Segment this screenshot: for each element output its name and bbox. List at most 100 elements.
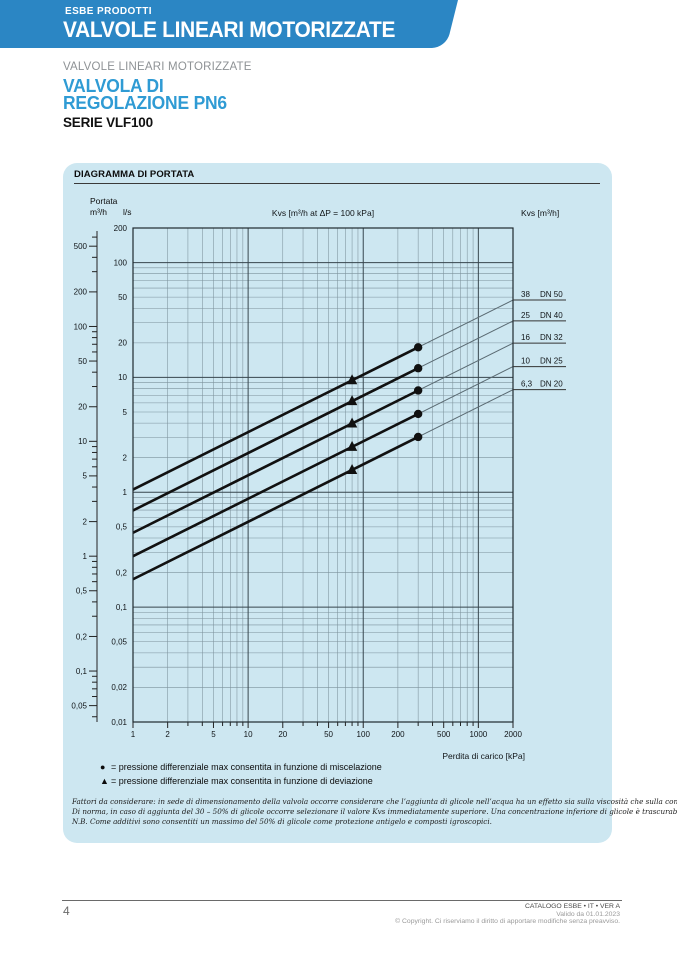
series-line-kvs-10 — [132, 412, 419, 558]
right-labels: 38 DN 50 25 DN 40 16 DN 32 10 DN 25 6,3 DN 20 — [513, 290, 566, 391]
svg-text:50: 50 — [118, 293, 127, 302]
svg-text:1: 1 — [83, 552, 88, 561]
chart-titles: Kvs [m³/h at ΔP = 100 kPa] Kvs [m³/h] Perd… — [272, 208, 559, 761]
x-tick-labels: 1 2 5 10 20 50 100 200 500 1000 2000 — [131, 730, 523, 739]
page-title-line1: VALVOLA DI — [63, 76, 164, 96]
kvs-value-label: 10 — [521, 357, 530, 366]
svg-text:50: 50 — [324, 730, 333, 739]
svg-text:0,1: 0,1 — [116, 603, 128, 612]
dn-size-label: DN 40 — [540, 311, 563, 320]
triangle-marker-kvs-38 — [346, 374, 358, 385]
header-kicker: ESBE PRODOTTI — [65, 6, 152, 17]
svg-text:1: 1 — [123, 488, 128, 497]
dn-size-label: DN 50 — [540, 290, 563, 299]
svg-text:2000: 2000 — [504, 730, 522, 739]
svg-text:5: 5 — [83, 472, 88, 481]
svg-text:2: 2 — [165, 730, 170, 739]
series-line-kvs-6,3 — [132, 435, 419, 581]
svg-text:2: 2 — [123, 454, 128, 463]
series-markers — [346, 343, 423, 474]
series-lines — [132, 346, 419, 581]
kvs-value-label: 38 — [521, 290, 530, 299]
svg-text:20: 20 — [278, 730, 287, 739]
svg-text:500: 500 — [437, 730, 451, 739]
dn-size-label: DN 20 — [540, 380, 563, 389]
dot-marker-kvs-6,3 — [413, 432, 423, 442]
chart-legend: ● = pressione differenziale max consentit… — [100, 761, 382, 788]
plot-frame — [132, 227, 514, 723]
triangle-marker-kvs-16 — [346, 417, 358, 428]
dot-marker-icon: ● — [100, 762, 106, 772]
page-title: VALVOLA DI REGOLAZIONE PN6 — [63, 76, 227, 113]
footer-info: CATALOGO ESBE • IT • VER A Valido da 01.… — [395, 903, 620, 926]
series-thin-kvs-16 — [417, 342, 514, 391]
svg-text:100: 100 — [74, 322, 88, 331]
svg-text:0,5: 0,5 — [76, 587, 88, 596]
svg-text:100: 100 — [357, 730, 371, 739]
svg-text:1000: 1000 — [469, 730, 487, 739]
grid-minor-lines — [133, 227, 514, 722]
series-line-kvs-25 — [132, 367, 419, 512]
triangle-marker-kvs-6,3 — [346, 463, 358, 474]
series-line-kvs-38 — [132, 346, 419, 491]
breadcrumb: VALVOLE LINEARI MOTORIZZATE — [63, 61, 252, 73]
series-line-kvs-16 — [132, 389, 419, 534]
svg-text:20: 20 — [78, 403, 87, 412]
kvs-value-label: 25 — [521, 311, 530, 320]
svg-text:200: 200 — [74, 288, 88, 297]
m3h-tick-labels: 500 200 100 50 20 10 5 2 1 0,5 0,2 0,1 0,05 — [71, 242, 87, 710]
legend-item-diverting-text: = pressione differenziale max consentita… — [111, 775, 373, 786]
svg-text:0,2: 0,2 — [116, 568, 128, 577]
ls-tick-labels: 200 100 50 20 10 5 2 1 0,5 0,2 0,1 0,05 0,02 0,01 — [111, 224, 127, 727]
svg-text:10: 10 — [118, 373, 127, 382]
triangle-marker-kvs-10 — [346, 440, 358, 451]
page-title-line2: REGOLAZIONE PN6 — [63, 92, 227, 113]
header-title: VALVOLE LINEARI MOTORIZZATE — [63, 17, 396, 42]
svg-text:10: 10 — [78, 437, 87, 446]
footnote-line3: N.B. Come additivi sono consentiti un ma… — [72, 817, 492, 826]
svg-text:0,1: 0,1 — [76, 667, 88, 676]
legend-item-diverting: ▲ = pressione differenziale max consentit… — [100, 775, 382, 789]
y-axis-unit-m3h: m³/h — [90, 207, 107, 217]
x-axis-label: Perdita di carico [kPa] — [442, 751, 525, 761]
footer-valid-line: Valido da 01.01.2023 — [556, 910, 620, 918]
svg-text:0,02: 0,02 — [111, 683, 127, 692]
svg-text:0,05: 0,05 — [71, 701, 87, 710]
svg-text:200: 200 — [114, 224, 128, 233]
svg-text:0,2: 0,2 — [76, 632, 88, 641]
legend-item-mixing: ● = pressione differenziale max consentit… — [100, 761, 382, 775]
svg-text:0,01: 0,01 — [111, 718, 127, 727]
svg-text:5: 5 — [123, 408, 128, 417]
dot-marker-kvs-16 — [413, 386, 423, 395]
series-thin-kvs-6,3 — [417, 389, 514, 438]
dot-marker-kvs-25 — [413, 364, 423, 373]
dn-size-label: DN 32 — [540, 333, 563, 342]
y-axis-label: Portata — [90, 196, 118, 206]
kvs-value-label: 16 — [521, 333, 530, 342]
series-continuation-lines — [417, 299, 514, 438]
legend-item-mixing-text: = pressione differenziale max consentita… — [111, 762, 382, 772]
svg-text:1: 1 — [131, 730, 136, 739]
svg-text:5: 5 — [211, 730, 216, 739]
series-thin-kvs-38 — [417, 299, 514, 348]
svg-text:200: 200 — [391, 730, 405, 739]
dot-marker-kvs-38 — [413, 343, 423, 352]
y-axis-unit-ls: l/s — [123, 207, 132, 217]
svg-text:50: 50 — [78, 357, 87, 366]
right-axis-label: Kvs [m³/h] — [521, 208, 559, 218]
svg-text:2: 2 — [83, 517, 88, 526]
flow-chart: 500 200 100 50 20 10 5 2 1 0,5 0,2 0,1 0,05 200 100 50 2… — [71, 208, 566, 761]
svg-text:0,05: 0,05 — [111, 638, 127, 647]
m3h-axis — [89, 231, 98, 722]
triangle-marker-icon: ▲ — [100, 775, 109, 786]
panel-title-rule — [74, 182, 600, 184]
svg-text:100: 100 — [114, 258, 128, 267]
footnote-line2: Di norma, in caso di aggiunta del 30 – 5… — [72, 807, 677, 816]
kvs-value-label: 6,3 — [521, 380, 533, 389]
dot-marker-kvs-10 — [413, 409, 423, 419]
grid-major-lines — [132, 228, 513, 723]
series-thin-kvs-10 — [417, 366, 514, 415]
footnote-line1: Fattori da considerare: in sede di dimen… — [72, 797, 677, 806]
dn-size-label: DN 25 — [540, 357, 563, 366]
